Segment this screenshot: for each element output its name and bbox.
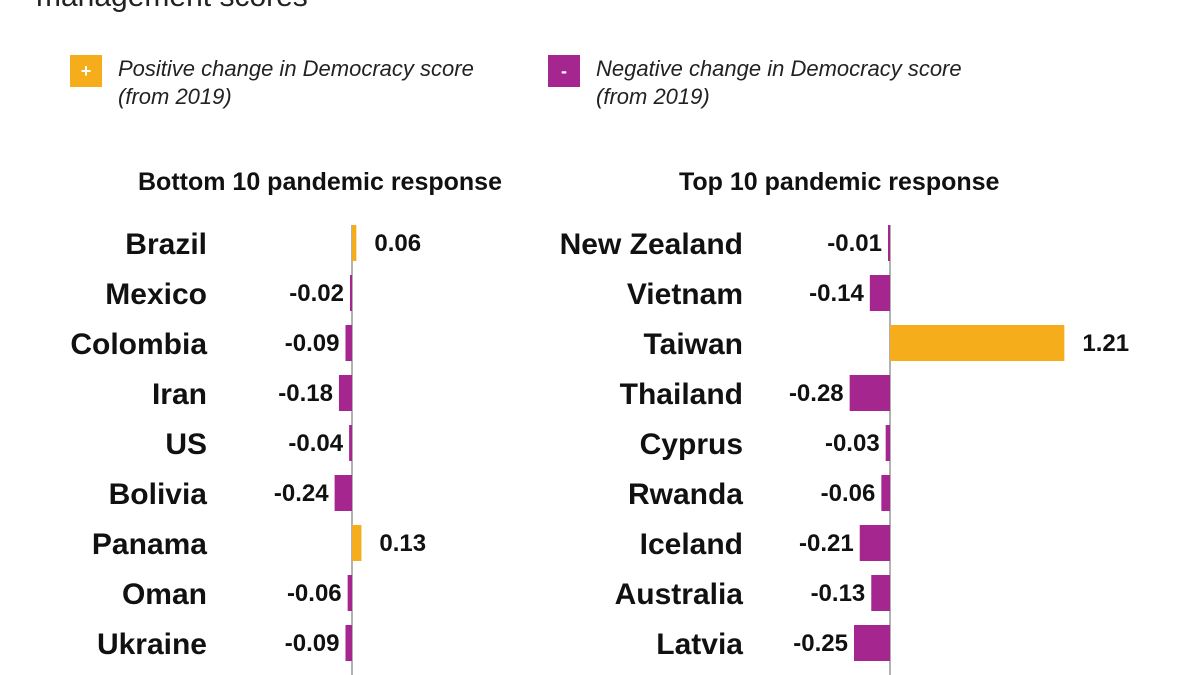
right-category-label-2: Taiwan (644, 328, 743, 361)
left-bar-2 (345, 325, 352, 361)
right-category-label-3: Thailand (620, 378, 743, 411)
left-value-label-1: -0.02 (289, 280, 344, 307)
left-category-label-6: Panama (92, 528, 207, 561)
left-bar-6 (352, 525, 362, 561)
left-category-label-2: Colombia (70, 328, 207, 361)
right-category-label-6: Iceland (640, 528, 743, 561)
right-category-label-5: Rwanda (628, 478, 743, 511)
left-category-label-8: Ukraine (97, 628, 207, 661)
left-value-label-0: 0.06 (374, 230, 421, 257)
left-value-label-7: -0.06 (287, 580, 342, 607)
left-bar-3 (338, 375, 352, 411)
right-bar-5 (881, 475, 890, 511)
legend-positive: + Positive change in Democracy score (fr… (70, 55, 474, 111)
left-value-label-6: 0.13 (379, 530, 426, 557)
left-bar-5 (334, 475, 352, 511)
right-category-label-4: Cyprus (640, 428, 743, 461)
left-value-label-3: -0.18 (278, 380, 333, 407)
right-category-label-0: New Zealand (560, 228, 743, 261)
left-value-label-5: -0.24 (274, 480, 329, 507)
right-value-label-2: 1.21 (1082, 330, 1129, 357)
right-bar-2 (890, 325, 1065, 361)
legend-positive-label: Positive change in Democracy score (from… (118, 56, 474, 109)
right-value-label-0: -0.01 (827, 230, 882, 257)
left-category-label-1: Mexico (105, 278, 207, 311)
right-value-label-5: -0.06 (821, 480, 876, 507)
right-bar-4 (885, 425, 890, 461)
right-category-label-8: Latvia (656, 628, 743, 661)
left-bar-7 (347, 575, 352, 611)
left-bar-4 (349, 425, 352, 461)
left-bar-0 (352, 225, 357, 261)
left-category-label-3: Iran (152, 378, 207, 411)
legend-negative: - Negative change in Democracy score (fr… (548, 55, 962, 111)
left-category-label-5: Bolivia (109, 478, 208, 511)
chart-title: management scores (36, 0, 308, 14)
right-value-label-4: -0.03 (825, 430, 880, 457)
left-category-label-7: Oman (122, 578, 207, 611)
right-category-label-1: Vietnam (627, 278, 743, 311)
left-bar-8 (345, 625, 352, 661)
right-panel-title: Top 10 pandemic response (679, 168, 1000, 196)
left-panel-title: Bottom 10 pandemic response (138, 168, 502, 196)
right-bar-1 (869, 275, 890, 311)
right-value-label-8: -0.25 (793, 630, 848, 657)
right-bar-3 (849, 375, 890, 411)
left-category-label-0: Brazil (125, 228, 207, 261)
legend-negative-swatch: - (548, 55, 580, 87)
right-value-label-7: -0.13 (811, 580, 866, 607)
left-category-label-4: US (165, 428, 207, 461)
right-bar-0 (888, 225, 890, 261)
right-value-label-1: -0.14 (809, 280, 864, 307)
right-bar-7 (871, 575, 890, 611)
right-bar-8 (853, 625, 890, 661)
left-value-label-8: -0.09 (285, 630, 340, 657)
legend-negative-label: Negative change in Democracy score (from… (596, 56, 962, 109)
right-category-label-7: Australia (615, 578, 744, 611)
right-value-label-6: -0.21 (799, 530, 854, 557)
legend-positive-swatch: + (70, 55, 102, 87)
right-bar-6 (859, 525, 890, 561)
left-bar-1 (350, 275, 352, 311)
left-value-label-4: -0.04 (288, 430, 343, 457)
right-value-label-3: -0.28 (789, 380, 844, 407)
left-value-label-2: -0.09 (285, 330, 340, 357)
